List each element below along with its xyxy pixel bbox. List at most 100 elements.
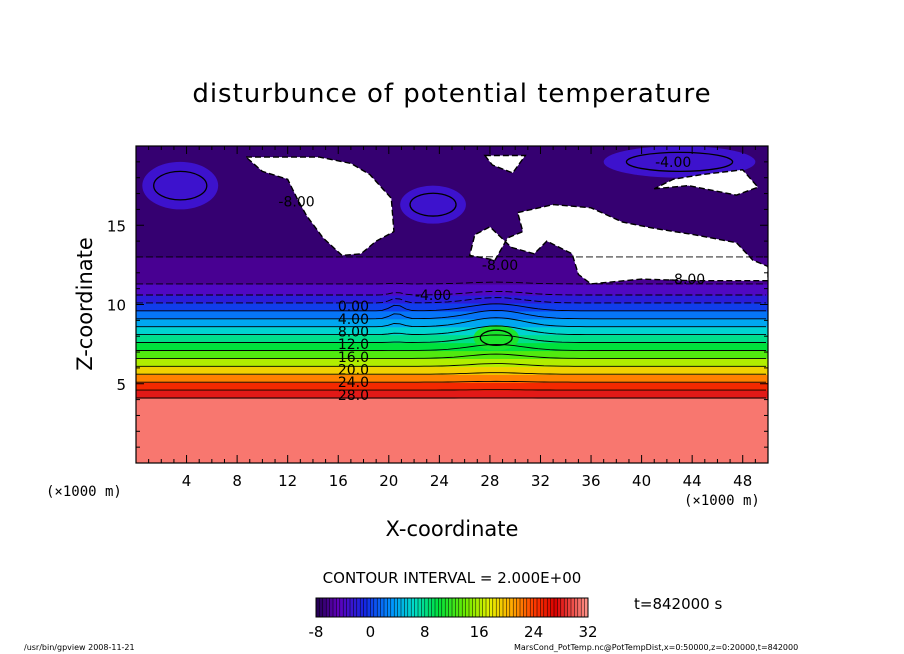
colorbar-cell [509, 598, 514, 617]
colorbar-cell [489, 598, 494, 617]
field-band-0 [136, 398, 768, 463]
contour-line-6 [136, 353, 766, 359]
field-band-11 [136, 310, 768, 320]
contour-label: -4.00 [415, 288, 451, 304]
colorbar-cell [435, 598, 439, 617]
x-tick-label: 4 [182, 472, 192, 490]
x-tick-label: 48 [733, 472, 752, 490]
colorbar-cell [390, 598, 395, 617]
contour-line-5 [136, 363, 766, 367]
colorbar-cell [401, 598, 405, 617]
x-tick-label: 16 [329, 472, 348, 490]
colorbar-cell [547, 598, 551, 617]
colorbar-cell [319, 598, 324, 617]
colorbar-cell [530, 598, 534, 617]
colorbar-cell [333, 598, 337, 617]
colorbar-cell [577, 598, 582, 617]
colorbar-cell [496, 598, 500, 617]
footer-left: /usr/bin/gpview 2008-11-21 [24, 643, 135, 652]
time-text: t=842000 s [634, 595, 722, 613]
contour-line-15 [136, 281, 766, 285]
colorbar-tick-label: 0 [366, 623, 376, 641]
colorbar-cell [421, 598, 426, 617]
contour-label: 4.00 [338, 312, 369, 328]
contour-line-13 [136, 297, 766, 304]
x-tick-label: 40 [632, 472, 651, 490]
contour-label: -8.00 [278, 194, 314, 210]
colorbar-cell [560, 598, 565, 617]
y-axis: 5 10 15 [107, 161, 768, 448]
colorbar-cell [564, 598, 568, 617]
colorbar-cell [533, 598, 538, 617]
colorbar-cell [554, 598, 558, 617]
contour-label: -8.00 [669, 272, 705, 288]
colorbar-cell [543, 598, 548, 617]
contour-label: 8.00 [338, 324, 369, 340]
colorbar-cell [407, 598, 412, 617]
contour-line-4 [136, 372, 766, 375]
colorbar-cell [326, 598, 330, 617]
contour-line-11 [136, 309, 766, 320]
footer-right: MarsCond_PotTemp.nc@PotTempDist,x=0:5000… [514, 643, 798, 652]
colorbar-cell [360, 598, 364, 617]
colorbar-cell [571, 598, 575, 617]
contour-label: 24.0 [338, 375, 369, 391]
colorbar-cell [465, 598, 470, 617]
colorbar-cell [431, 598, 436, 617]
x-unit-left: (×1000 m) [46, 484, 122, 500]
contour-label: -4.00 [655, 155, 691, 171]
colorbar [315, 597, 589, 618]
colorbar-cell [445, 598, 449, 617]
x-tick-label: 8 [232, 472, 242, 490]
colorbar-cell [377, 598, 381, 617]
contour-label: 16.0 [338, 350, 369, 366]
colorbar-tick-label: 32 [578, 623, 597, 641]
colorbar-cell [356, 598, 361, 617]
contour-label: 12.0 [338, 337, 369, 353]
anomaly-3 [473, 325, 519, 351]
colorbar-cell [523, 598, 528, 617]
colorbar-cell [353, 598, 358, 617]
field-band-10 [136, 318, 768, 328]
contour-line-3 [136, 380, 766, 383]
colorbar-cell [567, 598, 572, 617]
colorbar-cell [472, 598, 477, 617]
x-tick-label: 20 [379, 472, 398, 490]
colorbar-cell [506, 598, 511, 617]
field-band-6 [136, 350, 768, 359]
colorbar-cell [438, 598, 443, 617]
colorbar-cell [499, 598, 504, 617]
field-band-14 [136, 283, 768, 296]
colorbar-cell [414, 598, 419, 617]
contour-line-10 [136, 317, 766, 328]
x-unit-right: (×1000 m) [684, 493, 760, 509]
colorbar-cell [458, 598, 463, 617]
colorbar-cell [557, 598, 562, 617]
y-tick-label: 10 [107, 297, 126, 315]
field-band-2 [136, 382, 768, 391]
anomaly-0 [142, 161, 219, 210]
colorbar-cell [411, 598, 415, 617]
contour-line-8 [136, 334, 766, 343]
colorbar-cell [387, 598, 392, 617]
colorbar-cell [350, 598, 354, 617]
colorbar-cell [492, 598, 497, 617]
x-tick-label: 28 [480, 472, 499, 490]
colorbar-tick-label: -8 [309, 623, 324, 641]
x-tick-label: 32 [531, 472, 550, 490]
x-axis-label: X-coordinate [386, 517, 519, 541]
colorbar-cell [441, 598, 446, 617]
colorbar-tick-label: 24 [524, 623, 543, 641]
anomaly-contour-2 [625, 151, 734, 173]
field-band-9 [136, 326, 768, 336]
field-band-13 [136, 294, 768, 304]
x-tick-label: 24 [430, 472, 449, 490]
colorbar-cell [397, 598, 402, 617]
colorbar-cell [448, 598, 453, 617]
colorbar-cell [581, 598, 585, 617]
field-band-4 [136, 366, 768, 375]
colorbar-cell [462, 598, 466, 617]
colorbar-cell [373, 598, 378, 617]
colorbar-cell [486, 598, 490, 617]
colorbar-cell [482, 598, 487, 617]
